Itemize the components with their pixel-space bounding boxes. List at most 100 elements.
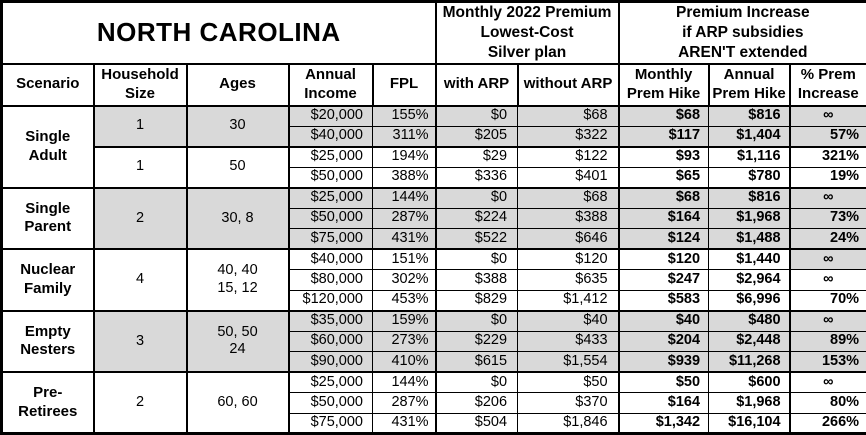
table-row: $40,000 311% $205 $322 $117 $1,404 57% — [2, 125, 866, 147]
monthly-prem-hike-cell: $117 — [617, 125, 710, 147]
table-row: $50,000 287% $224 $388 $164 $1,968 73% — [2, 207, 866, 229]
fpl-cell: 302% — [371, 269, 437, 291]
column-header-with-arp: with ARP — [434, 62, 519, 107]
fpl-cell: 159% — [371, 309, 437, 332]
with-arp-premium-cell: $829 — [434, 289, 519, 311]
without-arp-premium-cell: $635 — [517, 269, 620, 291]
without-arp-premium-cell: $646 — [517, 228, 620, 250]
without-arp-premium-cell: $1,554 — [517, 351, 620, 373]
monthly-prem-hike-cell: $50 — [617, 371, 710, 393]
premium-group-header: Monthly 2022 Premium Lowest-Cost Silver … — [434, 0, 620, 65]
annual-prem-hike-cell: $816 — [708, 186, 791, 209]
page-title: NORTH CAROLINA — [0, 0, 437, 65]
annual-prem-hike-cell: $480 — [708, 309, 791, 332]
annual-prem-hike-cell: $1,488 — [708, 228, 791, 250]
without-arp-premium-cell: $68 — [517, 186, 620, 209]
pct-prem-increase-cell: 19% — [788, 166, 866, 188]
annual-prem-hike-cell: $1,116 — [708, 145, 791, 168]
annual-income-cell: $80,000 — [287, 269, 373, 291]
title-row: NORTH CAROLINA Monthly 2022 Premium Lowe… — [0, 0, 866, 65]
without-arp-premium-cell: $1,846 — [517, 412, 620, 434]
without-arp-premium-cell: $401 — [517, 166, 620, 188]
annual-income-cell: $40,000 — [287, 125, 373, 147]
with-arp-premium-cell: $0 — [434, 309, 519, 332]
fpl-cell: 287% — [371, 207, 437, 229]
with-arp-premium-cell: $0 — [434, 186, 519, 209]
without-arp-premium-cell: $433 — [517, 330, 620, 352]
with-arp-premium-cell: $206 — [434, 392, 519, 414]
scenario-cell: Nuclear Family — [1, 248, 94, 311]
pct-prem-increase-cell: ∞ — [788, 269, 866, 291]
without-arp-premium-cell: $122 — [517, 145, 620, 168]
fpl-cell: 287% — [371, 392, 437, 414]
increase-group-header: Premium Increase if ARP subsidies AREN'T… — [617, 0, 866, 65]
monthly-prem-hike-cell: $65 — [617, 166, 710, 188]
annual-prem-hike-cell: $1,440 — [708, 248, 791, 270]
without-arp-premium-cell: $68 — [517, 104, 620, 127]
pct-prem-increase-cell: 89% — [788, 330, 866, 352]
with-arp-premium-cell: $336 — [434, 166, 519, 188]
pct-prem-increase-cell: ∞ — [788, 309, 866, 332]
table-body: Single Adult 1 30 $20,000 155% $0 $68 $68 $816 ∞ $… — [1, 104, 866, 434]
annual-income-cell: $40,000 — [287, 248, 373, 270]
fpl-cell: 151% — [371, 248, 437, 270]
table-row: Nuclear Family 4 40, 40 15, 12 $40,000 151% $… — [1, 248, 866, 311]
column-header-row: Scenario Household Size Ages Annual Inco… — [0, 62, 866, 107]
column-header-annual-hike: Annual Prem Hike — [707, 62, 791, 107]
fpl-cell: 144% — [371, 186, 437, 209]
ages-cell: 50, 50 24 — [185, 309, 289, 373]
without-arp-premium-cell: $388 — [517, 207, 620, 229]
annual-prem-hike-cell: $816 — [708, 104, 791, 127]
annual-income-cell: $50,000 — [287, 207, 373, 229]
with-arp-premium-cell: $224 — [434, 207, 519, 229]
annual-prem-hike-cell: $1,968 — [708, 392, 791, 414]
column-header-pct-increase: % Prem Increase — [788, 62, 866, 107]
ages-cell: 50 — [185, 145, 289, 188]
fpl-cell: 388% — [371, 166, 437, 188]
pct-prem-increase-cell: ∞ — [788, 371, 866, 393]
annual-income-cell: $20,000 — [287, 104, 373, 127]
table-row: $80,000 302% $388 $635 $247 $2,964 ∞ — [2, 269, 866, 291]
annual-income-cell: $75,000 — [287, 412, 373, 434]
pct-prem-increase-cell: 73% — [788, 207, 866, 229]
monthly-prem-hike-cell: $583 — [617, 289, 710, 311]
annual-income-cell: $90,000 — [287, 351, 373, 373]
monthly-prem-hike-cell: $68 — [617, 104, 710, 127]
pct-prem-increase-cell: ∞ — [788, 248, 866, 270]
monthly-prem-hike-cell: $939 — [617, 351, 710, 373]
monthly-prem-hike-cell: $247 — [617, 269, 710, 291]
monthly-prem-hike-cell: $120 — [617, 248, 710, 270]
pct-prem-increase-cell: 266% — [788, 412, 866, 434]
pct-prem-increase-cell: ∞ — [788, 186, 866, 209]
with-arp-premium-cell: $0 — [434, 104, 519, 127]
table-row: 1 50 $25,000 194% $29 $122 $93 $1,116 321% — [2, 145, 866, 188]
annual-prem-hike-cell: $1,404 — [708, 125, 791, 147]
with-arp-premium-cell: $522 — [434, 228, 519, 250]
household-size-cell: 3 — [92, 309, 187, 373]
with-arp-premium-cell: $0 — [434, 371, 519, 393]
table-row: Pre- Retirees 2 60, 60 $25,000 144% $0 $50 $50 $… — [1, 371, 866, 434]
scenario-cell: Single Adult — [1, 104, 94, 188]
fpl-cell: 431% — [371, 412, 437, 434]
annual-prem-hike-cell: $1,968 — [708, 207, 791, 229]
column-header-without-arp: without ARP — [516, 62, 620, 107]
table-row: $90,000 410% $615 $1,554 $939 $11,268 153% — [2, 351, 866, 373]
monthly-prem-hike-cell: $164 — [617, 392, 710, 414]
table-header: NORTH CAROLINA Monthly 2022 Premium Lowe… — [0, 0, 866, 107]
annual-prem-hike-cell: $780 — [708, 166, 791, 188]
annual-prem-hike-cell: $16,104 — [708, 412, 791, 434]
annual-prem-hike-cell: $6,996 — [708, 289, 791, 311]
column-header-fpl: FPL — [371, 62, 437, 107]
with-arp-premium-cell: $29 — [434, 145, 519, 168]
table-row: $50,000 388% $336 $401 $65 $780 19% — [2, 166, 866, 188]
fpl-cell: 273% — [371, 330, 437, 352]
table-row: Single Adult 1 30 $20,000 155% $0 $68 $68 $816 ∞ — [1, 104, 866, 188]
without-arp-premium-cell: $1,412 — [517, 289, 620, 311]
without-arp-premium-cell: $322 — [517, 125, 620, 147]
without-arp-premium-cell: $40 — [517, 309, 620, 332]
fpl-cell: 453% — [371, 289, 437, 311]
monthly-prem-hike-cell: $68 — [617, 186, 710, 209]
annual-income-cell: $50,000 — [287, 392, 373, 414]
table-row: Single Parent 2 30, 8 $25,000 144% $0 $68 $68 $8… — [1, 186, 866, 250]
